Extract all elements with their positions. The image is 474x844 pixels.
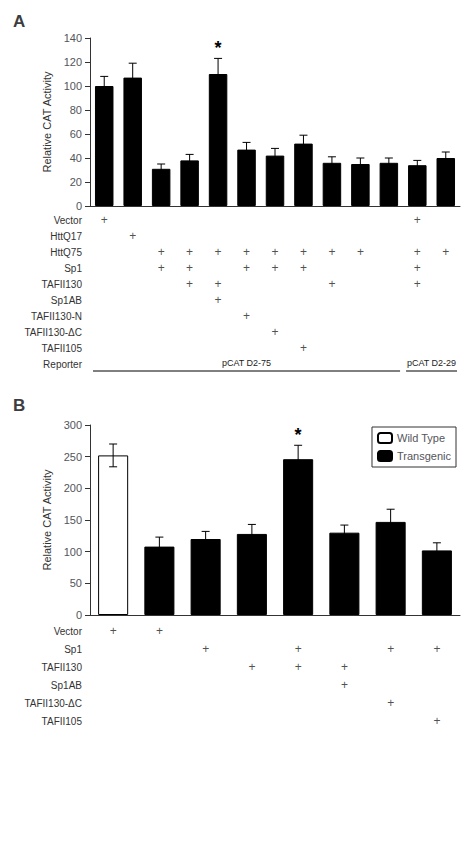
- svg-text:+: +: [202, 642, 209, 656]
- svg-text:+: +: [414, 277, 421, 291]
- svg-text:TAFII130: TAFII130: [42, 279, 83, 290]
- svg-text:+: +: [300, 341, 307, 355]
- svg-text:+: +: [186, 277, 193, 291]
- svg-text:+: +: [248, 660, 255, 674]
- svg-text:+: +: [300, 245, 307, 259]
- svg-text:+: +: [341, 678, 348, 692]
- svg-text:pCAT D2-75: pCAT D2-75: [222, 358, 271, 368]
- svg-text:+: +: [300, 261, 307, 275]
- svg-text:200: 200: [64, 482, 82, 494]
- svg-text:B: B: [13, 396, 25, 415]
- svg-text:+: +: [328, 245, 335, 259]
- svg-text:Relative CAT Activity: Relative CAT Activity: [41, 469, 53, 571]
- svg-text:+: +: [341, 660, 348, 674]
- svg-text:*: *: [215, 38, 222, 58]
- svg-text:+: +: [414, 245, 421, 259]
- svg-text:Transgenic: Transgenic: [397, 450, 452, 462]
- svg-text:0: 0: [76, 609, 82, 621]
- svg-text:HttQ17: HttQ17: [50, 231, 82, 242]
- svg-text:*: *: [295, 425, 302, 445]
- svg-text:HttQ75: HttQ75: [50, 247, 82, 258]
- svg-text:+: +: [158, 261, 165, 275]
- svg-text:+: +: [215, 277, 222, 291]
- svg-text:Sp1AB: Sp1AB: [51, 680, 82, 691]
- svg-text:80: 80: [70, 104, 82, 116]
- svg-text:+: +: [433, 714, 440, 728]
- svg-text:TAFII130: TAFII130: [42, 662, 83, 673]
- svg-text:50: 50: [70, 577, 82, 589]
- svg-text:+: +: [186, 261, 193, 275]
- svg-text:+: +: [414, 261, 421, 275]
- svg-text:+: +: [186, 245, 193, 259]
- svg-text:TAFII130-ΔC: TAFII130-ΔC: [24, 327, 82, 338]
- svg-text:+: +: [442, 245, 449, 259]
- svg-text:+: +: [215, 293, 222, 307]
- svg-text:Relative CAT Activity: Relative CAT Activity: [41, 71, 53, 173]
- svg-text:+: +: [271, 261, 278, 275]
- svg-text:300: 300: [64, 419, 82, 431]
- svg-text:Reporter: Reporter: [43, 359, 83, 370]
- svg-text:0: 0: [76, 200, 82, 212]
- svg-text:+: +: [243, 309, 250, 323]
- svg-text:+: +: [101, 213, 108, 227]
- svg-text:20: 20: [70, 176, 82, 188]
- svg-text:140: 140: [64, 32, 82, 44]
- svg-text:Vector: Vector: [54, 215, 83, 226]
- svg-text:Sp1: Sp1: [64, 263, 82, 274]
- svg-text:+: +: [158, 245, 165, 259]
- svg-text:+: +: [357, 245, 364, 259]
- svg-text:100: 100: [64, 80, 82, 92]
- svg-text:TAFII130-N: TAFII130-N: [31, 311, 82, 322]
- svg-text:40: 40: [70, 152, 82, 164]
- svg-text:+: +: [215, 245, 222, 259]
- svg-text:pCAT D2-29: pCAT D2-29: [407, 358, 456, 368]
- svg-text:+: +: [110, 624, 117, 638]
- svg-text:+: +: [414, 213, 421, 227]
- svg-text:TAFII130-ΔC: TAFII130-ΔC: [24, 698, 82, 709]
- svg-text:250: 250: [64, 451, 82, 463]
- svg-text:+: +: [271, 245, 278, 259]
- svg-text:A: A: [13, 12, 25, 31]
- svg-text:+: +: [243, 245, 250, 259]
- svg-text:+: +: [295, 642, 302, 656]
- svg-text:TAFII105: TAFII105: [42, 716, 83, 727]
- svg-text:+: +: [387, 642, 394, 656]
- svg-text:+: +: [433, 642, 440, 656]
- svg-text:TAFII105: TAFII105: [42, 343, 83, 354]
- svg-text:Sp1AB: Sp1AB: [51, 295, 82, 306]
- svg-text:Wild Type: Wild Type: [397, 432, 445, 444]
- svg-text:100: 100: [64, 546, 82, 558]
- svg-text:Sp1: Sp1: [64, 644, 82, 655]
- svg-text:60: 60: [70, 128, 82, 140]
- svg-text:+: +: [328, 277, 335, 291]
- svg-text:+: +: [156, 624, 163, 638]
- svg-text:Vector: Vector: [54, 626, 83, 637]
- svg-text:+: +: [129, 229, 136, 243]
- svg-text:+: +: [271, 325, 278, 339]
- svg-text:+: +: [295, 660, 302, 674]
- svg-text:+: +: [243, 261, 250, 275]
- svg-text:+: +: [387, 696, 394, 710]
- svg-text:120: 120: [64, 56, 82, 68]
- svg-text:150: 150: [64, 514, 82, 526]
